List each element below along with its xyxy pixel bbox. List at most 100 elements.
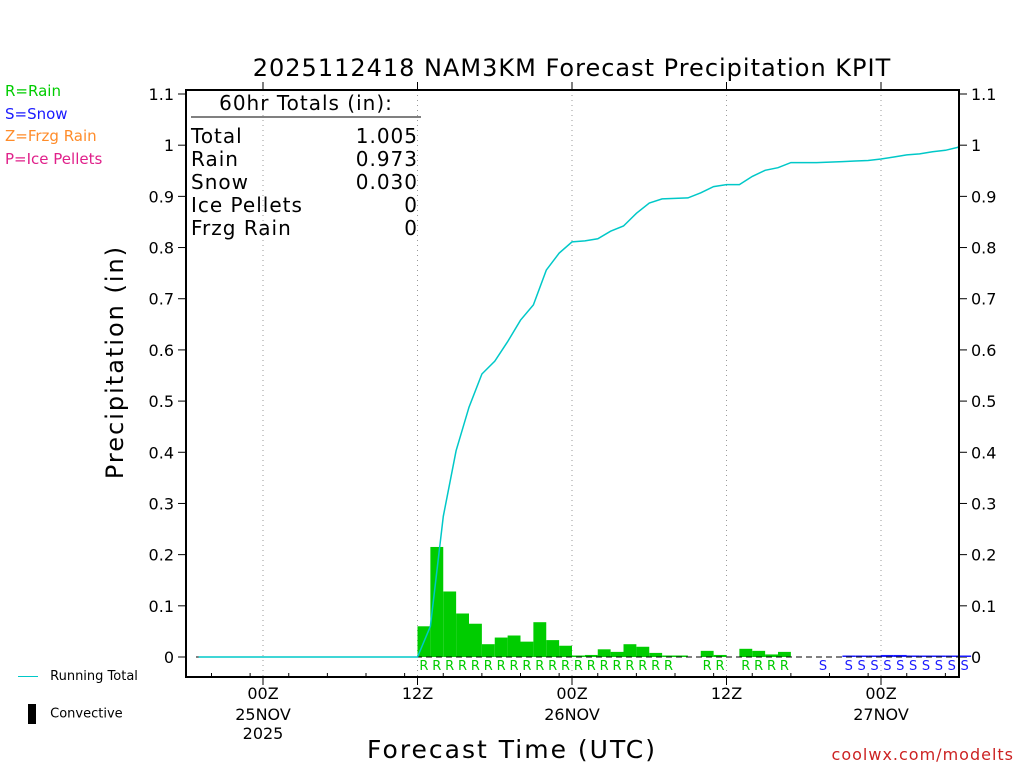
x-tick-label: 00Z	[865, 684, 896, 703]
legend-frzg-rain: Z=Frzg Rain	[5, 127, 97, 145]
y-tick-label-left: 0.3	[149, 494, 174, 513]
ptype-code-h52: S	[922, 659, 930, 674]
ptype-code-h44: S	[819, 659, 827, 674]
ptype-code-h55: S	[961, 659, 969, 674]
bar-rain-h31	[649, 652, 663, 657]
bar-snow-h47	[855, 655, 869, 657]
bar-rain-h14	[430, 546, 444, 657]
convective-swatch	[28, 704, 36, 724]
running-total-line	[198, 142, 960, 658]
legend-rain: R=Rain	[5, 82, 61, 100]
bar-rain-h38	[739, 648, 753, 657]
bar-rain-h33	[675, 655, 688, 657]
totals-row-label: Snow	[191, 170, 249, 194]
bar-snow-h50	[893, 654, 907, 657]
ptype-code-h41: R	[780, 659, 789, 674]
running-total-legend: Running Total	[18, 669, 138, 684]
bar-rain-h28	[610, 651, 624, 657]
bar-rain-h32	[662, 655, 675, 657]
ptype-code-h22: R	[535, 659, 544, 674]
ptype-code-h48: S	[870, 659, 878, 674]
ptype-code-h39: R	[754, 659, 763, 674]
bar-rain-h15	[443, 591, 457, 657]
ptype-code-h38: R	[741, 659, 750, 674]
ptype-code-h26: R	[587, 659, 596, 674]
y-tick-label-right: 0.7	[971, 290, 996, 309]
bar-rain-h19	[494, 637, 508, 657]
ptype-code-h27: R	[600, 659, 609, 674]
y-tick-label-left: 0.6	[149, 341, 174, 360]
running-total-line-group	[198, 142, 960, 658]
totals-heading: 60hr Totals (in):	[219, 91, 393, 115]
legend-snow: S=Snow	[5, 104, 68, 123]
totals-row-label: Total	[190, 124, 243, 148]
bar-snow-h51	[906, 655, 920, 657]
totals-row-value: 0	[404, 193, 418, 217]
ptype-code-h36: R	[716, 659, 725, 674]
ptype-code-h13: R	[419, 659, 428, 674]
ptype-code-h15: R	[445, 659, 454, 674]
bar-rain-h35	[700, 650, 714, 657]
bar-rain-h36	[713, 654, 727, 657]
bar-rain-h26	[584, 654, 598, 657]
ptype-code-h21: R	[522, 659, 531, 674]
totals-row-value: 0.030	[356, 170, 418, 194]
ptype-code-h46: S	[845, 659, 853, 674]
bar-rain-h30	[636, 646, 650, 657]
bar-rain-h24	[559, 645, 572, 657]
y-tick-label-left: 0.4	[149, 443, 174, 462]
bar-snow-h54	[945, 655, 959, 657]
bar-rain-h27	[597, 649, 611, 657]
ptype-code-h49: S	[883, 659, 891, 674]
ptype-code-h19: R	[497, 659, 506, 674]
bar-snow-h53	[932, 655, 946, 657]
ptype-code-h28: R	[613, 659, 622, 674]
x-tick-label: 12Z	[711, 684, 742, 703]
y-tick-label-right: 0.6	[971, 341, 996, 360]
ptype-code-h32: R	[664, 659, 673, 674]
y-tick-label-left: 1	[164, 136, 174, 155]
convective-label: Convective	[50, 706, 123, 722]
bar-snow-h55	[958, 655, 972, 657]
legend-ice-pellets: P=Ice Pellets	[5, 149, 103, 168]
bar-snow-h48	[868, 655, 881, 657]
ptype-legend: R=Rain S=Snow Z=Frzg Rain P=Ice Pellets	[5, 80, 102, 170]
totals-row-value: 1.005	[356, 124, 418, 148]
bar-rain-h18	[481, 644, 495, 657]
y-tick-label-left: 0	[164, 648, 174, 667]
ptype-code-h17: R	[471, 659, 480, 674]
ptype-code-h16: R	[458, 659, 467, 674]
y-tick-label-right: 0.5	[971, 392, 996, 411]
totals-row-value: 0	[404, 216, 418, 240]
ptype-code-h30: R	[638, 659, 647, 674]
bar-rain-h39	[752, 650, 766, 657]
ptype-code-h40: R	[767, 659, 776, 674]
bar-rain-h20	[507, 635, 521, 657]
totals-row-label: Ice Pellets	[191, 193, 303, 217]
bar-rain-h41	[778, 651, 791, 657]
ptype-code-h18: R	[484, 659, 493, 674]
bar-snow-h52	[919, 655, 933, 657]
y-axis-label: Precipitation (in)	[101, 245, 129, 479]
totals-box: 60hr Totals (in): Total 1.005 Rain 0.973 Snow…	[190, 91, 421, 240]
x-tick-date: 26NOV	[544, 705, 600, 724]
ptype-code-h23: R	[548, 659, 557, 674]
bar-rain-h22	[533, 622, 547, 657]
ptype-code-h50: S	[896, 659, 904, 674]
y-tick-label-right: 0.1	[971, 597, 996, 616]
precip-bars	[417, 546, 972, 657]
x-axis-label: Forecast Time (UTC)	[367, 735, 657, 764]
bar-rain-h23	[546, 640, 560, 657]
ptype-code-h51: S	[909, 659, 917, 674]
convective-legend: Convective	[18, 704, 123, 724]
ptype-code-h20: R	[510, 659, 519, 674]
ptype-code-h35: R	[703, 659, 712, 674]
totals-row-value: 0.973	[356, 147, 418, 171]
bar-rain-h21	[520, 641, 534, 657]
y-tick-label-right: 1.1	[971, 85, 996, 104]
running-total-label: Running Total	[50, 669, 138, 684]
axis-ticks: 0 00.1 0.10.2 0.20.3 0.30.4 0.40.5 0.50.6 0.60.…	[149, 82, 996, 743]
x-tick-date: 27NOV	[853, 705, 909, 724]
